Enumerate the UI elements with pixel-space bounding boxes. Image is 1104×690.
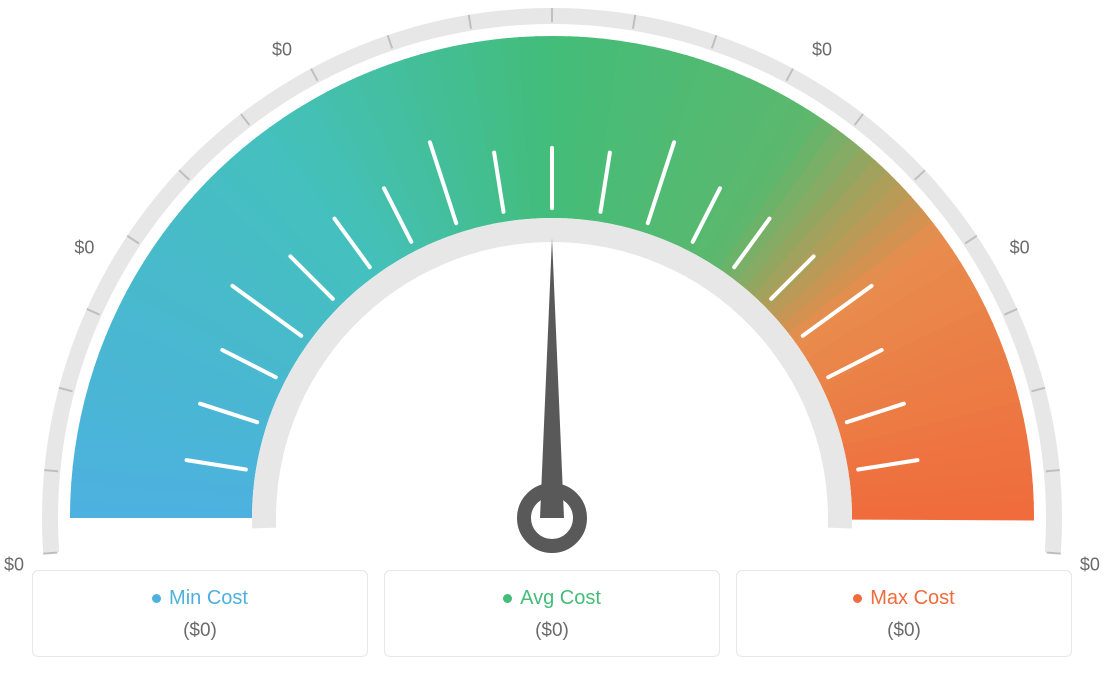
legend-title-max: Max Cost [853, 587, 954, 610]
gauge-scale-label: $0 [812, 40, 832, 61]
legend-title-avg: Avg Cost [503, 587, 601, 610]
legend-label-max: Max Cost [870, 587, 954, 610]
legend-card-max: Max Cost ($0) [736, 570, 1072, 657]
gauge-svg [0, 0, 1104, 560]
legend-title-min: Min Cost [152, 587, 248, 610]
legend-dot-max [853, 594, 862, 603]
legend-label-min: Min Cost [169, 587, 248, 610]
gauge-scale-label: $0 [1080, 555, 1100, 576]
legend-row: Min Cost ($0) Avg Cost ($0) Max Cost ($0… [32, 570, 1072, 657]
legend-value-avg: ($0) [395, 620, 709, 642]
legend-card-min: Min Cost ($0) [32, 570, 368, 657]
gauge-scale-label: $0 [1010, 238, 1030, 259]
legend-dot-avg [503, 594, 512, 603]
legend-value-min: ($0) [43, 620, 357, 642]
gauge-cost-widget: $0$0$0$0$0$0$0 Min Cost ($0) Avg Cost ($… [0, 0, 1104, 690]
gauge-scale-label: $0 [74, 238, 94, 259]
legend-dot-min [152, 594, 161, 603]
legend-value-max: ($0) [747, 620, 1061, 642]
gauge-chart: $0$0$0$0$0$0$0 [0, 0, 1104, 560]
legend-label-avg: Avg Cost [520, 587, 601, 610]
gauge-scale-label: $0 [272, 40, 292, 61]
legend-card-avg: Avg Cost ($0) [384, 570, 720, 657]
gauge-scale-label: $0 [4, 555, 24, 576]
